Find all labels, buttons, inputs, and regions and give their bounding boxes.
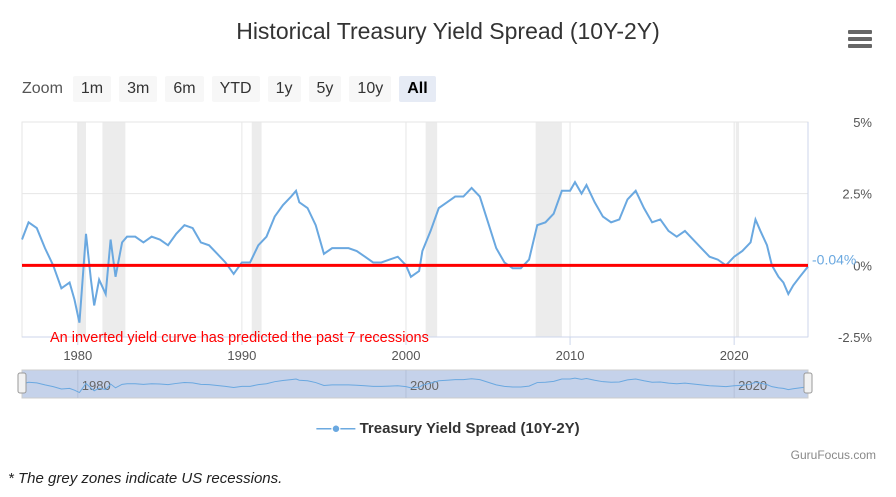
zoom-button-6m[interactable]: 6m (165, 76, 204, 102)
credit-link[interactable]: GuruFocus.com (790, 448, 876, 462)
chart-title: Historical Treasury Yield Spread (10Y-2Y… (236, 18, 660, 44)
zoom-button-3m[interactable]: 3m (119, 76, 158, 102)
recession-band (735, 122, 740, 337)
recession-band (535, 122, 562, 337)
zoom-button-ytd[interactable]: YTD (211, 76, 260, 102)
zoom-button-1m[interactable]: 1m (72, 76, 112, 102)
zoom-button-all[interactable]: All (399, 76, 436, 102)
navigator-label: 1980 (82, 378, 111, 393)
series-line (21, 180, 809, 323)
x-tick-label: 1990 (227, 348, 256, 363)
x-tick-label: 2000 (392, 348, 421, 363)
navigator-handle-left[interactable] (17, 372, 27, 394)
navigator-label: 2020 (738, 378, 767, 393)
zoom-button-5y[interactable]: 5y (308, 76, 342, 102)
x-tick-label: 2020 (720, 348, 749, 363)
recession-band (102, 122, 126, 337)
y-tick-label: 2.5% (842, 187, 872, 202)
navigator-handle-right[interactable] (803, 372, 813, 394)
zoom-button-10y[interactable]: 10y (349, 76, 392, 102)
navigator-series (21, 377, 809, 394)
y-tick-label: -2.5% (838, 330, 872, 345)
x-tick-label: 2010 (556, 348, 585, 363)
x-tick-label: 1980 (63, 348, 92, 363)
last-value-label: -0.04% (812, 251, 856, 267)
zoom-label: Zoom (22, 80, 63, 97)
hamburger-icon[interactable] (848, 30, 872, 48)
chart-svg: -2.5% 0% 2.5% 5% 1980 1990 2000 2010 2020 -0.04% A… (17, 115, 872, 399)
y-tick-label: 5% (853, 115, 872, 130)
footnote: * The grey zones indicate US recessions. (8, 470, 283, 487)
legend-marker-icon: —●— (316, 420, 356, 437)
navigator-label: 2000 (410, 378, 439, 393)
annotation-text: An inverted yield curve has predicted th… (50, 330, 429, 346)
legend-label: Treasury Yield Spread (10Y-2Y) (359, 420, 580, 437)
recession-band (77, 122, 86, 337)
recession-band (251, 122, 262, 337)
legend-item[interactable]: —●— Treasury Yield Spread (10Y-2Y) (0, 420, 896, 437)
plot-border (21, 121, 809, 338)
zoom-button-1y[interactable]: 1y (267, 76, 301, 102)
zoom-selector: Zoom 1m 3m 6m YTD 1y 5y 10y All (22, 76, 444, 102)
y-tick-label: 0% (853, 258, 872, 273)
